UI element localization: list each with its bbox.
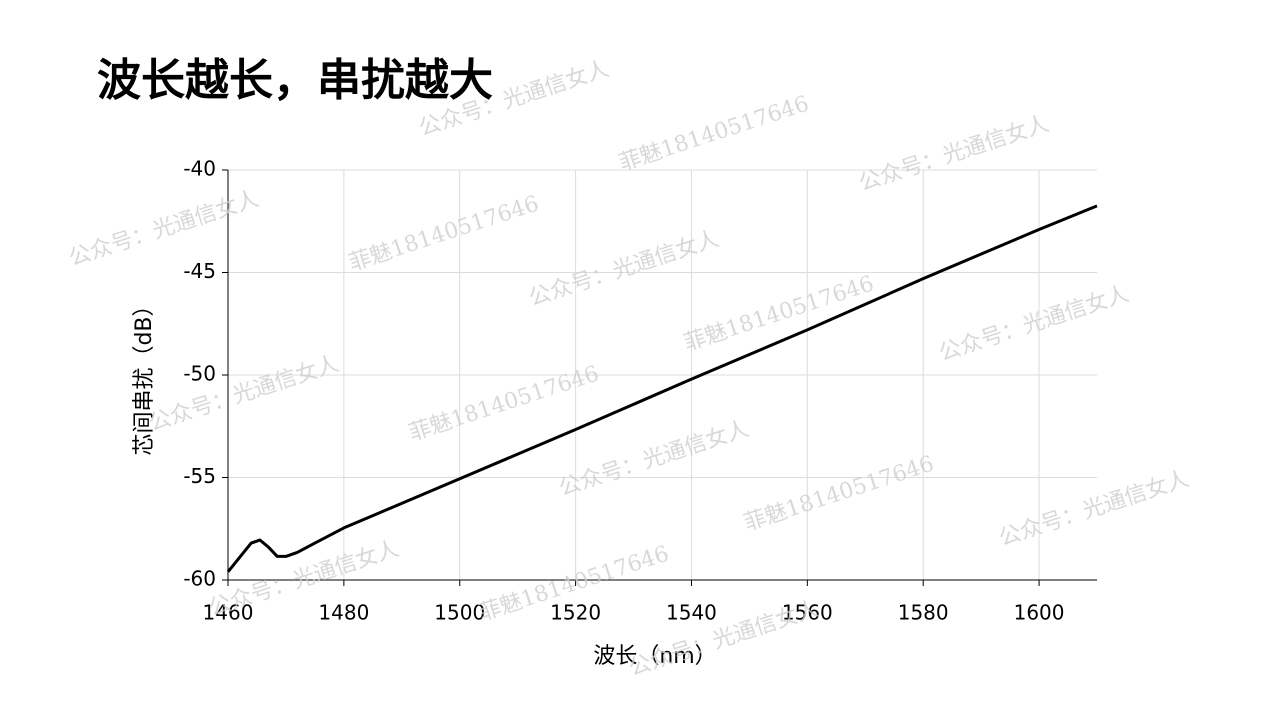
data-line xyxy=(226,204,1098,573)
y-tick-label: -60 xyxy=(183,567,216,591)
watermark: 公众号：光通信女人 xyxy=(626,596,822,681)
x-tick-label: 1480 xyxy=(318,601,369,625)
x-axis-label: 波长（nm） xyxy=(593,644,716,669)
x-tick-label: 1520 xyxy=(550,601,601,625)
x-tick-label: 1500 xyxy=(434,601,485,625)
watermark: 菲魅18140517646 xyxy=(616,91,812,176)
y-tick-label: -55 xyxy=(183,464,216,488)
y-axis-label: 芯间串扰（dB） xyxy=(132,294,157,455)
x-tick-label: 1560 xyxy=(782,601,833,625)
x-tick-label: 1580 xyxy=(898,601,949,625)
y-tick-label: -45 xyxy=(183,259,216,283)
y-tick-label: -50 xyxy=(183,362,216,386)
x-tick-label: 1460 xyxy=(203,601,254,625)
x-tick-label: 1540 xyxy=(666,601,717,625)
x-tick-label: 1600 xyxy=(1014,601,1065,625)
slide-title: 波长越长，串扰越大 xyxy=(97,55,493,106)
y-tick-label: -40 xyxy=(183,157,216,181)
